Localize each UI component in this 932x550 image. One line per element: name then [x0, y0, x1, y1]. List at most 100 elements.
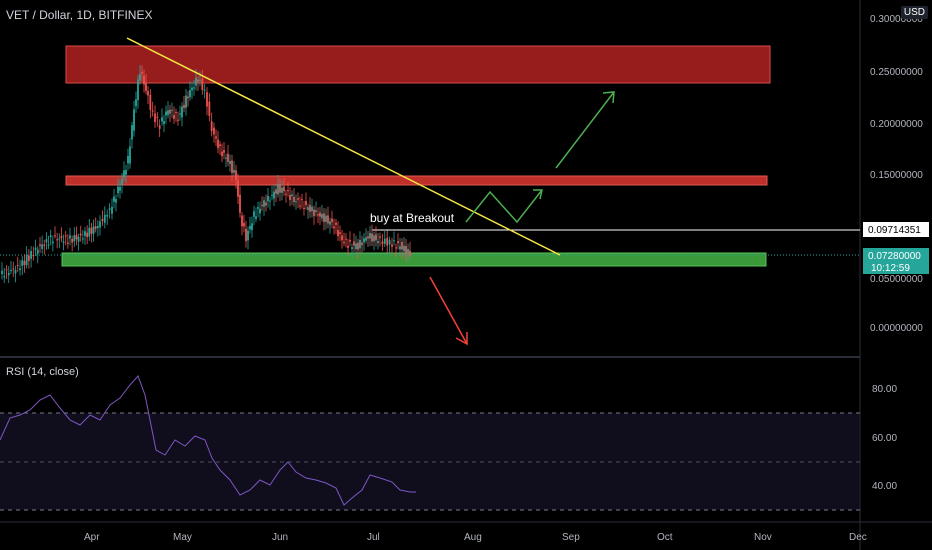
candle-body	[223, 150, 225, 153]
candle-body	[399, 246, 401, 250]
candle-body	[36, 249, 39, 255]
candle-body	[151, 110, 154, 112]
candle-body	[337, 229, 339, 237]
zigzag-arrowhead-icon	[533, 189, 543, 200]
candle-body	[191, 87, 193, 91]
candle-body	[147, 91, 149, 96]
candle-body	[215, 136, 217, 139]
rsi-tick: 60.00	[872, 433, 897, 444]
candle-body	[121, 178, 123, 186]
candle-body	[313, 209, 315, 216]
resistance-zone-top[interactable]	[65, 45, 771, 84]
candle-body	[208, 101, 211, 116]
candle-body	[123, 170, 125, 178]
candle-body	[119, 186, 121, 191]
candle-body	[203, 89, 206, 91]
candle-body	[369, 233, 371, 239]
candle-body	[347, 245, 349, 248]
time-tick: Oct	[657, 532, 673, 543]
candle-body	[319, 212, 321, 217]
candle-body	[193, 87, 195, 89]
time-tick: Apr	[84, 532, 100, 543]
candle-body	[167, 110, 169, 115]
candle-body	[5, 269, 8, 271]
candle-body	[245, 228, 247, 242]
candle-body	[115, 198, 117, 203]
symbol-title[interactable]: VET / Dollar, 1D, BITFINEX	[6, 8, 153, 22]
rsi-tick: 40.00	[872, 481, 897, 492]
candle-body	[317, 214, 319, 216]
candle-body	[154, 113, 156, 122]
candle-body	[353, 241, 355, 246]
candle-body	[177, 119, 179, 121]
candle-body	[301, 199, 303, 201]
candle-body	[247, 230, 249, 241]
candle-body	[77, 236, 80, 242]
candle-body	[255, 216, 257, 219]
candle-body	[47, 244, 50, 246]
candle-body	[129, 146, 131, 164]
candle-body	[81, 238, 84, 240]
candle-body	[79, 233, 82, 236]
candle-body	[379, 236, 381, 238]
candle-body	[321, 213, 323, 219]
candle-body	[43, 244, 46, 246]
candle-body	[210, 121, 213, 132]
candle-body	[165, 111, 167, 116]
candle-body	[311, 206, 313, 212]
candle-body	[361, 242, 363, 246]
candle-body	[99, 221, 101, 228]
candle-body	[66, 242, 69, 244]
descending-trendline[interactable]	[126, 37, 561, 256]
candle-body	[21, 260, 24, 267]
candle-body	[197, 79, 199, 82]
candle-body	[137, 79, 139, 101]
candle-body	[149, 94, 152, 110]
candle-body	[293, 196, 295, 202]
time-tick: Aug	[464, 532, 482, 543]
candle-body	[175, 112, 177, 114]
candle-body	[69, 235, 71, 239]
down-arrowhead-icon	[455, 332, 468, 346]
bullish-zigzag-path[interactable]	[465, 189, 543, 224]
candle-body	[181, 106, 183, 118]
candle-body	[106, 214, 109, 217]
candle-body	[329, 221, 331, 225]
candle-body	[135, 99, 137, 107]
candle-body	[381, 241, 384, 245]
candle-body	[88, 227, 91, 237]
candle-body	[229, 161, 231, 164]
support-zone[interactable]	[61, 252, 767, 267]
candle-body	[133, 109, 135, 131]
candle-body	[375, 234, 377, 241]
candle-body	[367, 236, 369, 239]
candle-body	[213, 127, 215, 135]
candle-body	[10, 269, 12, 271]
candle-body	[34, 247, 37, 250]
candle-body	[163, 121, 165, 125]
candle-body	[225, 157, 227, 159]
candle-body	[371, 233, 373, 242]
candle-body	[217, 139, 219, 149]
breakout-annotation[interactable]: buy at Breakout	[370, 211, 455, 225]
candle-body	[139, 73, 141, 81]
bullish-target-arrow[interactable]	[555, 91, 615, 169]
candle-body	[315, 210, 317, 213]
candle-body	[113, 196, 115, 202]
candle-body	[285, 193, 287, 195]
candle-body	[331, 218, 333, 223]
resistance-zone-middle[interactable]	[65, 175, 768, 186]
candle-body	[187, 96, 189, 99]
rsi-band-background	[0, 413, 860, 510]
bearish-target-arrow[interactable]	[429, 276, 468, 345]
candle-body	[349, 239, 351, 242]
candle-body	[359, 240, 361, 249]
candle-body	[3, 276, 6, 278]
currency-badge[interactable]: USD	[900, 6, 928, 19]
rsi-indicator-label[interactable]: RSI (14, close)	[6, 366, 79, 378]
rsi-tick: 80.00	[872, 384, 897, 395]
candle-body	[357, 242, 359, 250]
candle-body	[343, 241, 345, 244]
candle-body	[237, 180, 239, 197]
